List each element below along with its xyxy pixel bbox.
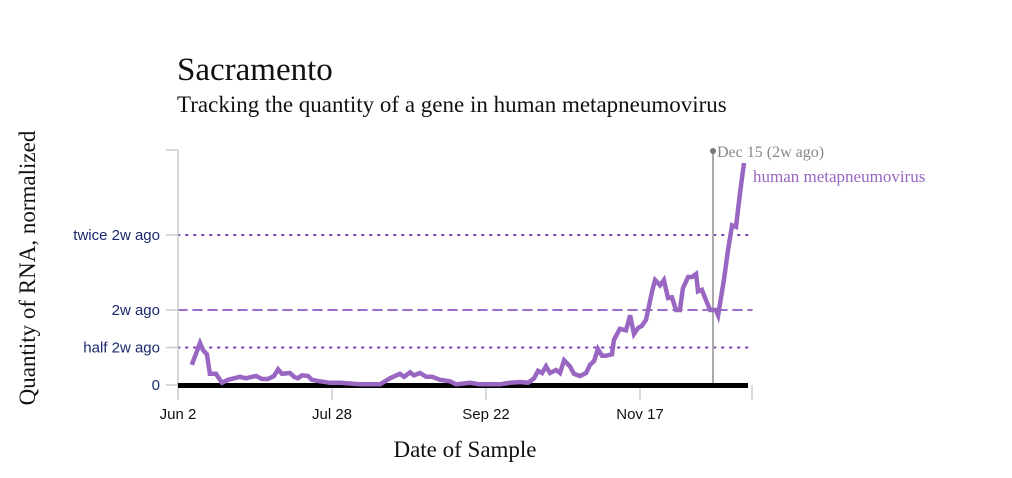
series: human metapneumovirus — [189, 162, 925, 387]
y-tick-label: 0 — [152, 377, 160, 394]
series-label: human metapneumovirus — [753, 167, 925, 186]
x-tick-label: Jun 2 — [160, 406, 197, 423]
chart-title: Sacramento — [177, 52, 333, 88]
reference-lines — [177, 234, 753, 349]
y-tick-label: half 2w ago — [83, 340, 160, 357]
x-ticks: Jun 2 Jul 28 Sep 22 Nov 17 — [160, 385, 664, 423]
x-tick-label: Nov 17 — [616, 406, 664, 423]
reference-date-label: Dec 15 (2w ago) — [717, 144, 824, 161]
reference-marker: Dec 15 (2w ago) — [710, 144, 824, 385]
x-axis-label: Date of Sample — [393, 437, 536, 462]
y-ticks: 0 half 2w ago 2w ago twice 2w ago — [73, 227, 178, 394]
series-line — [189, 162, 747, 387]
x-tick-label: Jul 28 — [312, 406, 352, 423]
chart-subtitle: Tracking the quantity of a gene in human… — [177, 92, 727, 117]
y-tick-label: twice 2w ago — [73, 227, 160, 244]
x-tick-label: Sep 22 — [462, 406, 510, 423]
reference-date-dot — [710, 148, 716, 154]
y-axis-label: Quantity of RNA, normalized — [15, 130, 40, 405]
y-tick-label: 2w ago — [112, 302, 160, 319]
